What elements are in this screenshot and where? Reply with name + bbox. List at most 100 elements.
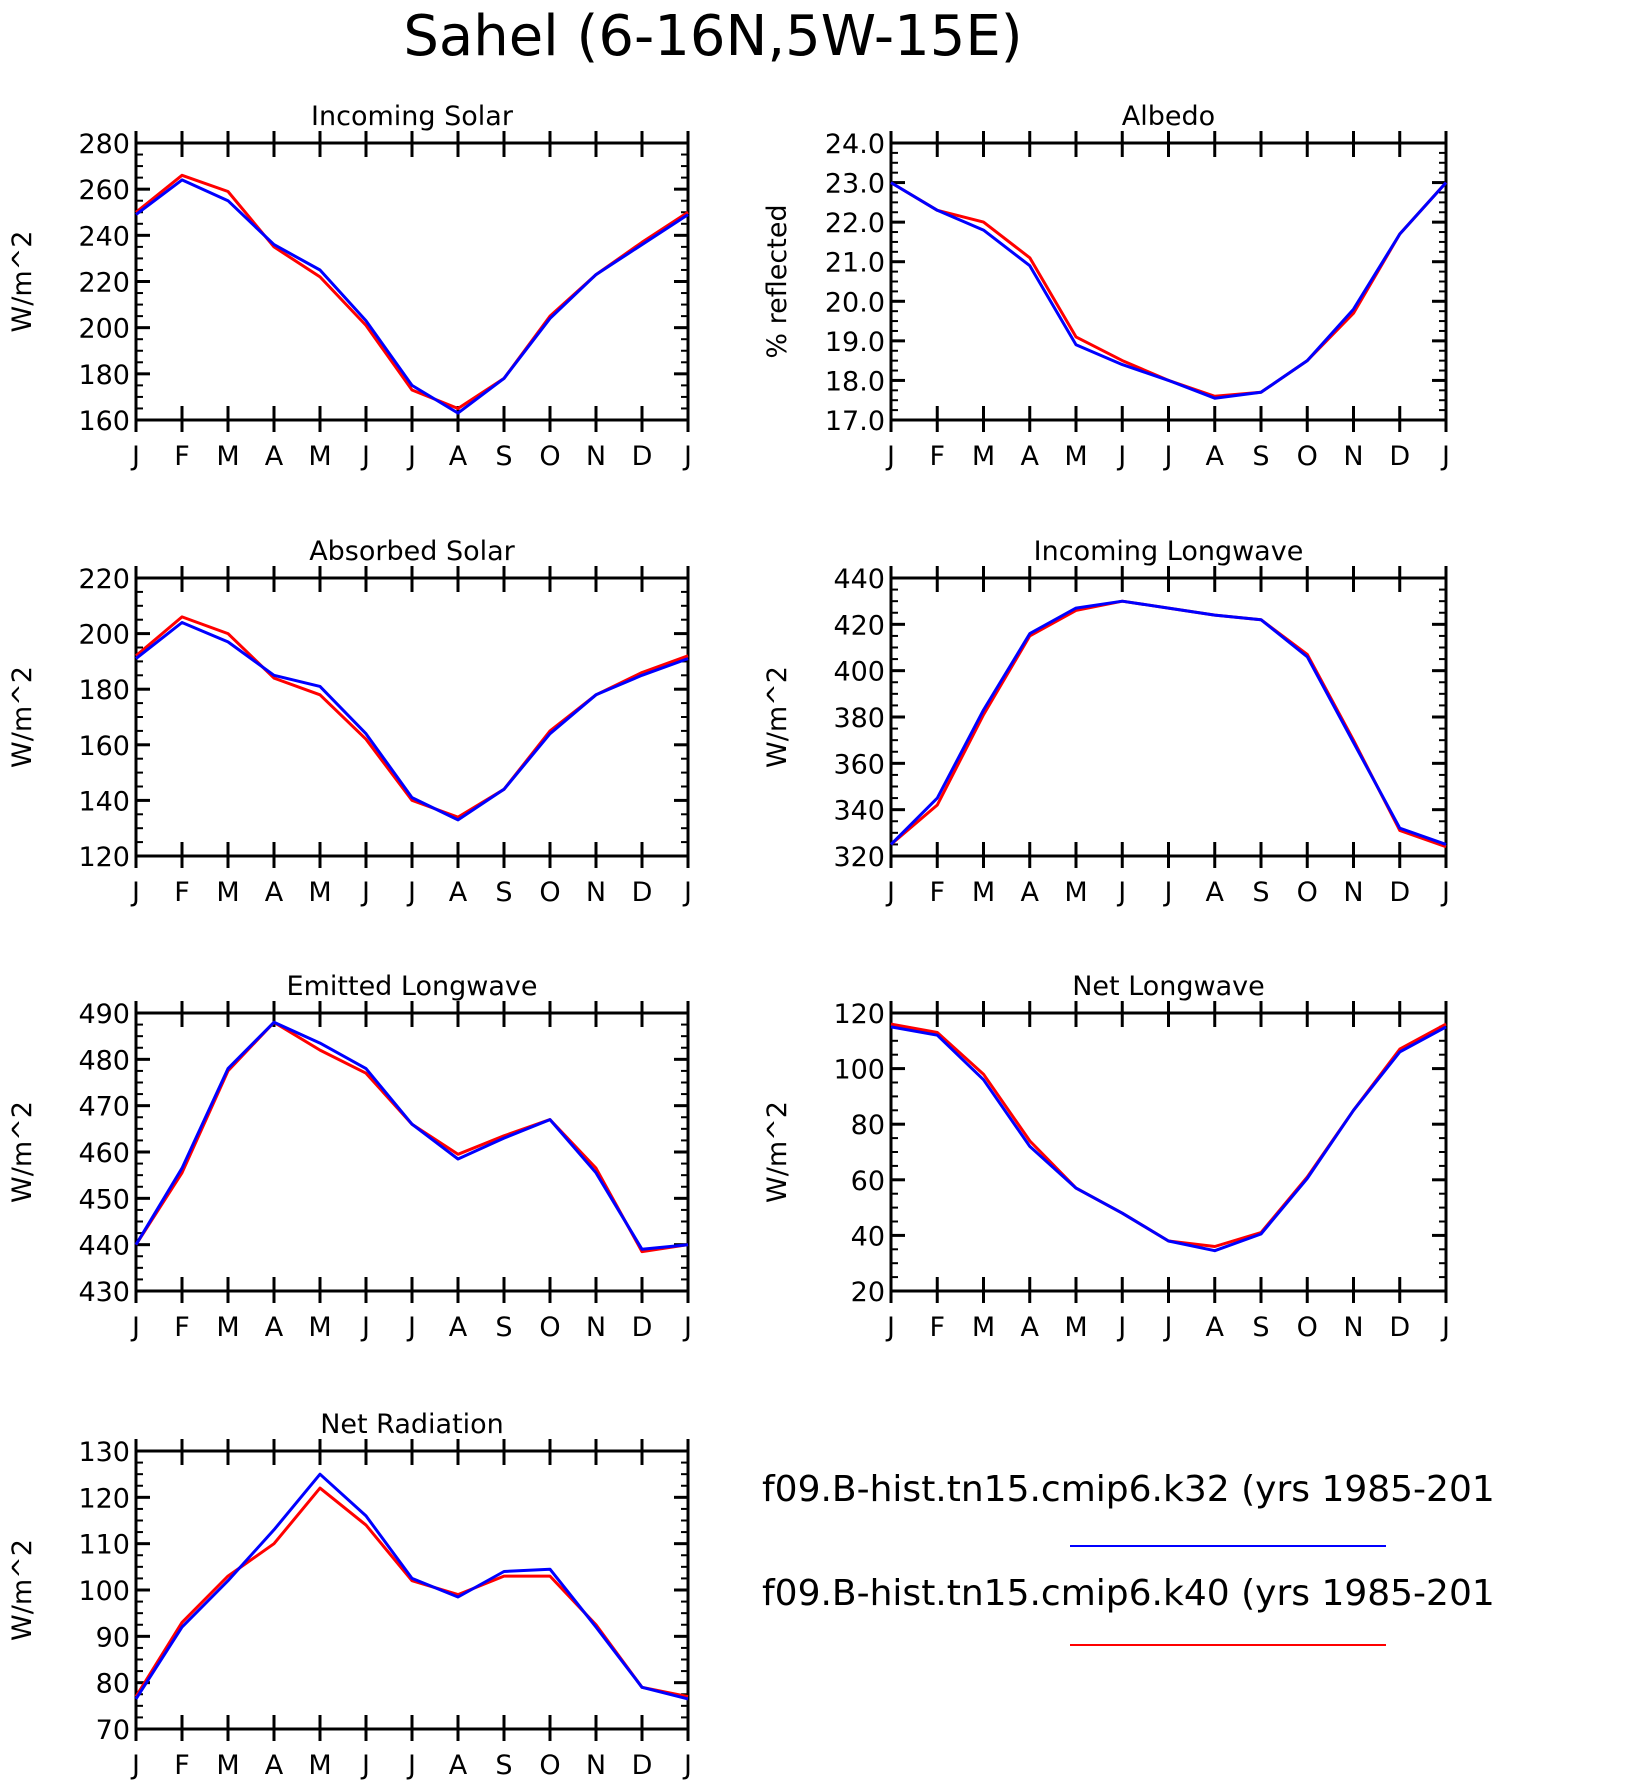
x-tick-label: S xyxy=(1252,877,1269,908)
y-tick-label: 200 xyxy=(78,314,130,345)
y-tick-label: 240 xyxy=(78,221,130,252)
x-tick-label: A xyxy=(1206,441,1225,472)
y-axis-label: W/m^2 xyxy=(7,1539,38,1641)
x-tick-label: S xyxy=(495,1750,512,1781)
x-tick-label: M xyxy=(1064,1312,1087,1343)
x-tick-label: D xyxy=(632,1312,653,1343)
x-tick-label: N xyxy=(586,877,606,908)
y-tick-label: 100 xyxy=(833,1055,885,1086)
x-tick-label: J xyxy=(360,1750,370,1781)
panel-title: Incoming Longwave xyxy=(1034,536,1304,567)
series-line xyxy=(890,1022,1447,1248)
x-tick-label: N xyxy=(586,1750,606,1781)
series-line xyxy=(135,621,689,822)
series-line xyxy=(135,173,689,410)
series-line xyxy=(889,599,1447,846)
plot-frame xyxy=(134,576,690,858)
x-tick-label: M xyxy=(216,1750,239,1781)
x-tick-label: A xyxy=(265,441,284,472)
y-axis-label: W/m^2 xyxy=(762,1101,793,1203)
y-tick-label: 120 xyxy=(78,1483,130,1514)
x-tick-label: M xyxy=(216,1312,239,1343)
x-tick-label: S xyxy=(495,1312,512,1343)
x-tick-label: S xyxy=(1252,441,1269,472)
y-tick-label: 220 xyxy=(78,268,130,299)
x-tick-label: M xyxy=(972,441,995,472)
series-line xyxy=(890,599,1447,849)
x-tick-label: J xyxy=(885,1312,895,1343)
plot-frame xyxy=(889,576,1448,858)
x-tick-label: O xyxy=(539,877,560,908)
x-tick-label: O xyxy=(539,441,560,472)
legend-label: f09.B-hist.tn15.cmip6.k32 (yrs 1985-201 xyxy=(762,1469,1495,1510)
x-tick-label: N xyxy=(586,1312,606,1343)
x-tick-label: J xyxy=(682,441,692,472)
x-tick-label: J xyxy=(406,1750,416,1781)
y-tick-label: 90 xyxy=(96,1622,130,1653)
y-tick-label: 20 xyxy=(851,1277,885,1308)
x-tick-label: A xyxy=(265,1750,284,1781)
x-tick-label: D xyxy=(632,441,653,472)
x-tick-label: S xyxy=(1252,1312,1269,1343)
x-tick-label: J xyxy=(406,441,416,472)
plot-frame xyxy=(889,141,1448,422)
x-tick-label: A xyxy=(449,877,468,908)
panel-title: Albedo xyxy=(1122,101,1215,132)
x-tick-label: J xyxy=(1440,877,1450,908)
x-tick-label: N xyxy=(586,441,606,472)
y-tick-label: 440 xyxy=(833,564,885,595)
y-tick-label: 80 xyxy=(851,1110,885,1141)
y-tick-label: 18.0 xyxy=(825,366,885,397)
panel-title: Net Longwave xyxy=(1072,971,1265,1002)
x-tick-label: S xyxy=(495,441,512,472)
x-tick-label: M xyxy=(972,877,995,908)
x-tick-label: A xyxy=(265,1312,284,1343)
figure-title: Sahel (6-16N,5W-15E) xyxy=(403,4,1022,69)
y-tick-label: 400 xyxy=(833,657,885,688)
x-tick-label: S xyxy=(495,877,512,908)
x-tick-label: J xyxy=(885,877,895,908)
x-tick-label: M xyxy=(308,1312,331,1343)
x-tick-label: J xyxy=(1440,441,1450,472)
x-tick-label: M xyxy=(216,877,239,908)
x-tick-label: O xyxy=(1297,1312,1318,1343)
y-tick-label: 260 xyxy=(78,175,130,206)
y-tick-label: 160 xyxy=(78,406,130,437)
x-tick-label: M xyxy=(1064,441,1087,472)
x-tick-label: J xyxy=(1116,877,1126,908)
x-tick-label: A xyxy=(1206,1312,1225,1343)
y-tick-label: 430 xyxy=(78,1277,130,1308)
plot-frame xyxy=(889,1011,1448,1293)
x-tick-label: O xyxy=(1297,877,1318,908)
y-tick-label: 360 xyxy=(833,749,885,780)
x-tick-label: J xyxy=(360,441,370,472)
panel-title: Emitted Longwave xyxy=(287,971,538,1002)
series-line xyxy=(134,1472,689,1701)
series-line xyxy=(135,615,689,819)
y-tick-label: 40 xyxy=(851,1221,885,1252)
x-tick-label: M xyxy=(308,877,331,908)
x-tick-label: J xyxy=(1440,1312,1450,1343)
x-tick-label: O xyxy=(539,1312,560,1343)
x-tick-label: J xyxy=(1116,1312,1126,1343)
y-tick-label: 420 xyxy=(833,610,885,641)
y-tick-label: 280 xyxy=(78,129,130,160)
x-tick-label: J xyxy=(682,877,692,908)
y-tick-label: 450 xyxy=(78,1184,130,1215)
x-tick-label: J xyxy=(130,877,140,908)
x-tick-label: A xyxy=(449,441,468,472)
y-tick-label: 180 xyxy=(78,675,130,706)
x-tick-label: J xyxy=(130,1312,140,1343)
x-tick-label: J xyxy=(885,441,895,472)
x-tick-label: M xyxy=(308,441,331,472)
x-tick-label: M xyxy=(308,1750,331,1781)
y-tick-label: 140 xyxy=(78,786,130,817)
x-tick-label: D xyxy=(1389,441,1410,472)
x-tick-label: N xyxy=(1343,1312,1363,1343)
x-tick-label: F xyxy=(174,441,190,472)
